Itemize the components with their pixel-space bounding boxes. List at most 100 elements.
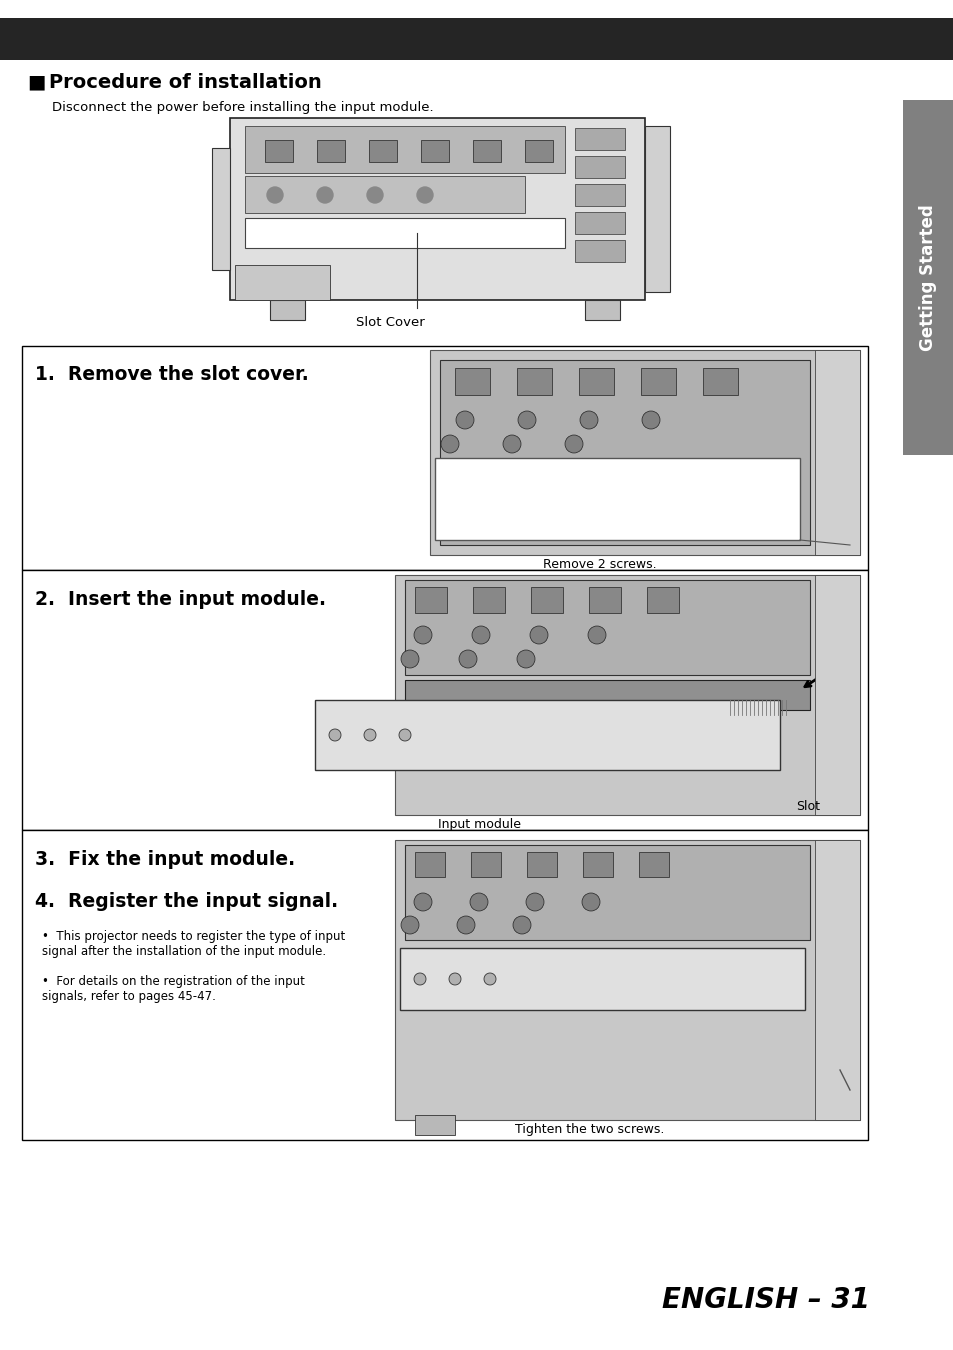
Bar <box>640 369 676 396</box>
Circle shape <box>641 410 659 429</box>
Circle shape <box>525 892 543 911</box>
Bar <box>415 1115 455 1135</box>
Bar <box>405 845 809 940</box>
Bar <box>245 176 524 213</box>
Circle shape <box>400 649 418 668</box>
Circle shape <box>458 649 476 668</box>
Bar <box>814 575 859 815</box>
Bar <box>575 184 624 207</box>
Bar <box>420 140 449 162</box>
Bar <box>270 300 305 320</box>
Circle shape <box>414 973 426 985</box>
Bar <box>405 680 809 710</box>
Circle shape <box>414 626 432 644</box>
Bar <box>473 587 504 613</box>
Bar <box>575 128 624 150</box>
Bar <box>245 126 564 173</box>
Circle shape <box>456 410 474 429</box>
Circle shape <box>267 188 283 202</box>
Bar <box>584 300 619 320</box>
Bar <box>415 852 444 878</box>
Bar <box>644 126 669 292</box>
Bar <box>588 587 620 613</box>
Text: Slot Cover: Slot Cover <box>355 316 424 329</box>
Circle shape <box>416 188 433 202</box>
Bar <box>212 148 230 270</box>
Text: 3.  Fix the input module.: 3. Fix the input module. <box>35 850 294 869</box>
Circle shape <box>398 729 411 741</box>
Bar <box>395 575 859 815</box>
Text: Slot: Slot <box>795 801 820 813</box>
Bar <box>0 18 953 59</box>
Bar <box>814 840 859 1120</box>
Text: ENGLISH – 31: ENGLISH – 31 <box>661 1287 869 1314</box>
Circle shape <box>400 917 418 934</box>
Bar <box>517 369 552 396</box>
Bar <box>575 240 624 262</box>
Circle shape <box>530 626 547 644</box>
Bar <box>473 140 500 162</box>
Text: Getting Started: Getting Started <box>919 204 937 351</box>
Bar <box>430 350 859 555</box>
Circle shape <box>456 917 475 934</box>
Bar <box>435 458 800 540</box>
Bar <box>702 369 738 396</box>
Bar <box>22 346 867 570</box>
Circle shape <box>513 917 531 934</box>
Bar <box>369 140 396 162</box>
Circle shape <box>440 435 458 454</box>
Circle shape <box>581 892 599 911</box>
Circle shape <box>449 973 460 985</box>
Circle shape <box>367 188 382 202</box>
Circle shape <box>483 973 496 985</box>
Circle shape <box>329 729 340 741</box>
Bar <box>531 587 562 613</box>
Bar <box>22 570 867 830</box>
Text: Input module: Input module <box>438 818 521 832</box>
Bar <box>405 580 809 675</box>
Bar <box>234 265 330 300</box>
Text: Disconnect the power before installing the input module.: Disconnect the power before installing t… <box>52 101 434 113</box>
Circle shape <box>502 435 520 454</box>
Circle shape <box>414 892 432 911</box>
Text: Tighten the two screws.: Tighten the two screws. <box>515 1123 664 1135</box>
Circle shape <box>579 410 598 429</box>
Bar <box>245 217 564 248</box>
Bar <box>578 369 614 396</box>
Text: 2.  Insert the input module.: 2. Insert the input module. <box>35 590 326 609</box>
Bar <box>455 369 490 396</box>
Bar <box>314 701 780 769</box>
Circle shape <box>470 892 488 911</box>
Circle shape <box>517 410 536 429</box>
Circle shape <box>364 729 375 741</box>
Text: ■: ■ <box>27 73 46 92</box>
Text: Procedure of installation: Procedure of installation <box>49 73 321 92</box>
Bar <box>575 157 624 178</box>
Circle shape <box>564 435 582 454</box>
Circle shape <box>472 626 490 644</box>
Bar <box>524 140 553 162</box>
Text: Remove 2 screws.: Remove 2 screws. <box>542 558 656 571</box>
Bar <box>399 948 804 1010</box>
Circle shape <box>316 188 333 202</box>
Bar <box>265 140 293 162</box>
Bar <box>582 852 613 878</box>
Circle shape <box>517 649 535 668</box>
Bar <box>902 100 953 455</box>
Bar <box>471 852 500 878</box>
Bar <box>575 212 624 234</box>
Text: •  For details on the registration of the input
signals, refer to pages 45-47.: • For details on the registration of the… <box>42 975 305 1003</box>
Bar <box>230 117 644 300</box>
Text: 4.  Register the input signal.: 4. Register the input signal. <box>35 892 337 911</box>
Text: 1.  Remove the slot cover.: 1. Remove the slot cover. <box>35 364 309 383</box>
Bar <box>646 587 679 613</box>
Bar <box>439 360 809 545</box>
Bar <box>415 587 447 613</box>
Bar <box>395 840 859 1120</box>
Bar <box>316 140 345 162</box>
Bar <box>639 852 668 878</box>
Bar <box>526 852 557 878</box>
Bar <box>814 350 859 555</box>
Circle shape <box>587 626 605 644</box>
Bar <box>22 830 867 1139</box>
